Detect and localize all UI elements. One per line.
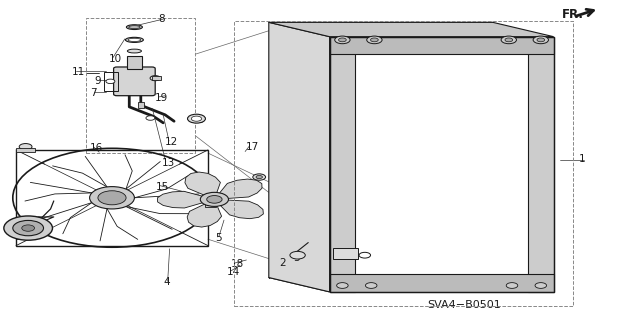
Bar: [16, 148, 35, 152]
Circle shape: [337, 283, 348, 288]
Circle shape: [90, 187, 134, 209]
Text: 4: 4: [163, 277, 170, 287]
Circle shape: [359, 252, 371, 258]
Circle shape: [367, 36, 382, 44]
Text: 19: 19: [155, 93, 168, 103]
Bar: [234, 21, 573, 306]
Text: 16: 16: [90, 143, 103, 153]
Polygon shape: [269, 22, 330, 292]
Bar: [330, 37, 355, 292]
Bar: [104, 72, 118, 91]
Text: 9: 9: [95, 76, 101, 86]
Text: 13: 13: [162, 158, 175, 168]
Polygon shape: [187, 204, 221, 227]
Text: 1: 1: [579, 154, 586, 165]
Bar: [333, 248, 358, 259]
Text: 17: 17: [246, 142, 259, 152]
Circle shape: [336, 250, 349, 257]
Bar: [127, 56, 142, 69]
Text: 11: 11: [72, 67, 85, 77]
Text: 15: 15: [156, 182, 170, 192]
Polygon shape: [185, 172, 220, 196]
Circle shape: [13, 220, 44, 236]
Circle shape: [191, 116, 202, 121]
FancyBboxPatch shape: [114, 67, 155, 96]
Bar: [152, 76, 161, 80]
Circle shape: [19, 144, 32, 150]
Polygon shape: [219, 179, 262, 198]
Text: SVA4−B0501: SVA4−B0501: [427, 300, 501, 310]
Text: 7: 7: [90, 87, 97, 98]
Bar: [528, 37, 554, 292]
Circle shape: [365, 283, 377, 288]
Circle shape: [207, 196, 222, 203]
Circle shape: [200, 192, 228, 206]
Bar: [205, 198, 216, 207]
Bar: [330, 37, 554, 292]
Bar: [330, 274, 554, 292]
Circle shape: [506, 283, 518, 288]
Text: 14: 14: [227, 267, 241, 277]
Bar: [16, 150, 208, 246]
Bar: [86, 18, 195, 153]
Circle shape: [150, 76, 160, 81]
Circle shape: [371, 38, 378, 42]
Circle shape: [207, 200, 218, 205]
Text: 18: 18: [230, 259, 244, 269]
Circle shape: [253, 174, 266, 180]
Circle shape: [106, 79, 115, 84]
Ellipse shape: [125, 37, 143, 42]
Circle shape: [533, 36, 548, 44]
Circle shape: [146, 116, 155, 120]
Circle shape: [501, 36, 516, 44]
Bar: [138, 102, 144, 108]
Text: FR.: FR.: [562, 9, 584, 21]
Text: 13: 13: [192, 115, 205, 125]
Circle shape: [290, 251, 305, 259]
Text: 6: 6: [14, 232, 20, 242]
Text: 10: 10: [109, 54, 122, 64]
Text: 8: 8: [159, 14, 165, 24]
Text: 2: 2: [280, 258, 286, 268]
Circle shape: [4, 216, 52, 240]
Circle shape: [256, 175, 262, 179]
Circle shape: [335, 36, 350, 44]
Ellipse shape: [127, 25, 143, 30]
Circle shape: [537, 38, 545, 42]
Text: 5: 5: [216, 233, 222, 243]
Polygon shape: [220, 200, 263, 219]
Circle shape: [339, 38, 346, 42]
Ellipse shape: [127, 49, 141, 53]
Ellipse shape: [129, 26, 140, 29]
Text: 12: 12: [165, 137, 179, 147]
Circle shape: [188, 114, 205, 123]
Ellipse shape: [128, 38, 141, 41]
Bar: [330, 37, 554, 54]
Polygon shape: [269, 22, 554, 37]
Circle shape: [98, 191, 126, 205]
Polygon shape: [157, 191, 204, 208]
Text: 3: 3: [293, 253, 300, 263]
Circle shape: [22, 225, 35, 231]
Circle shape: [535, 283, 547, 288]
Circle shape: [505, 38, 513, 42]
